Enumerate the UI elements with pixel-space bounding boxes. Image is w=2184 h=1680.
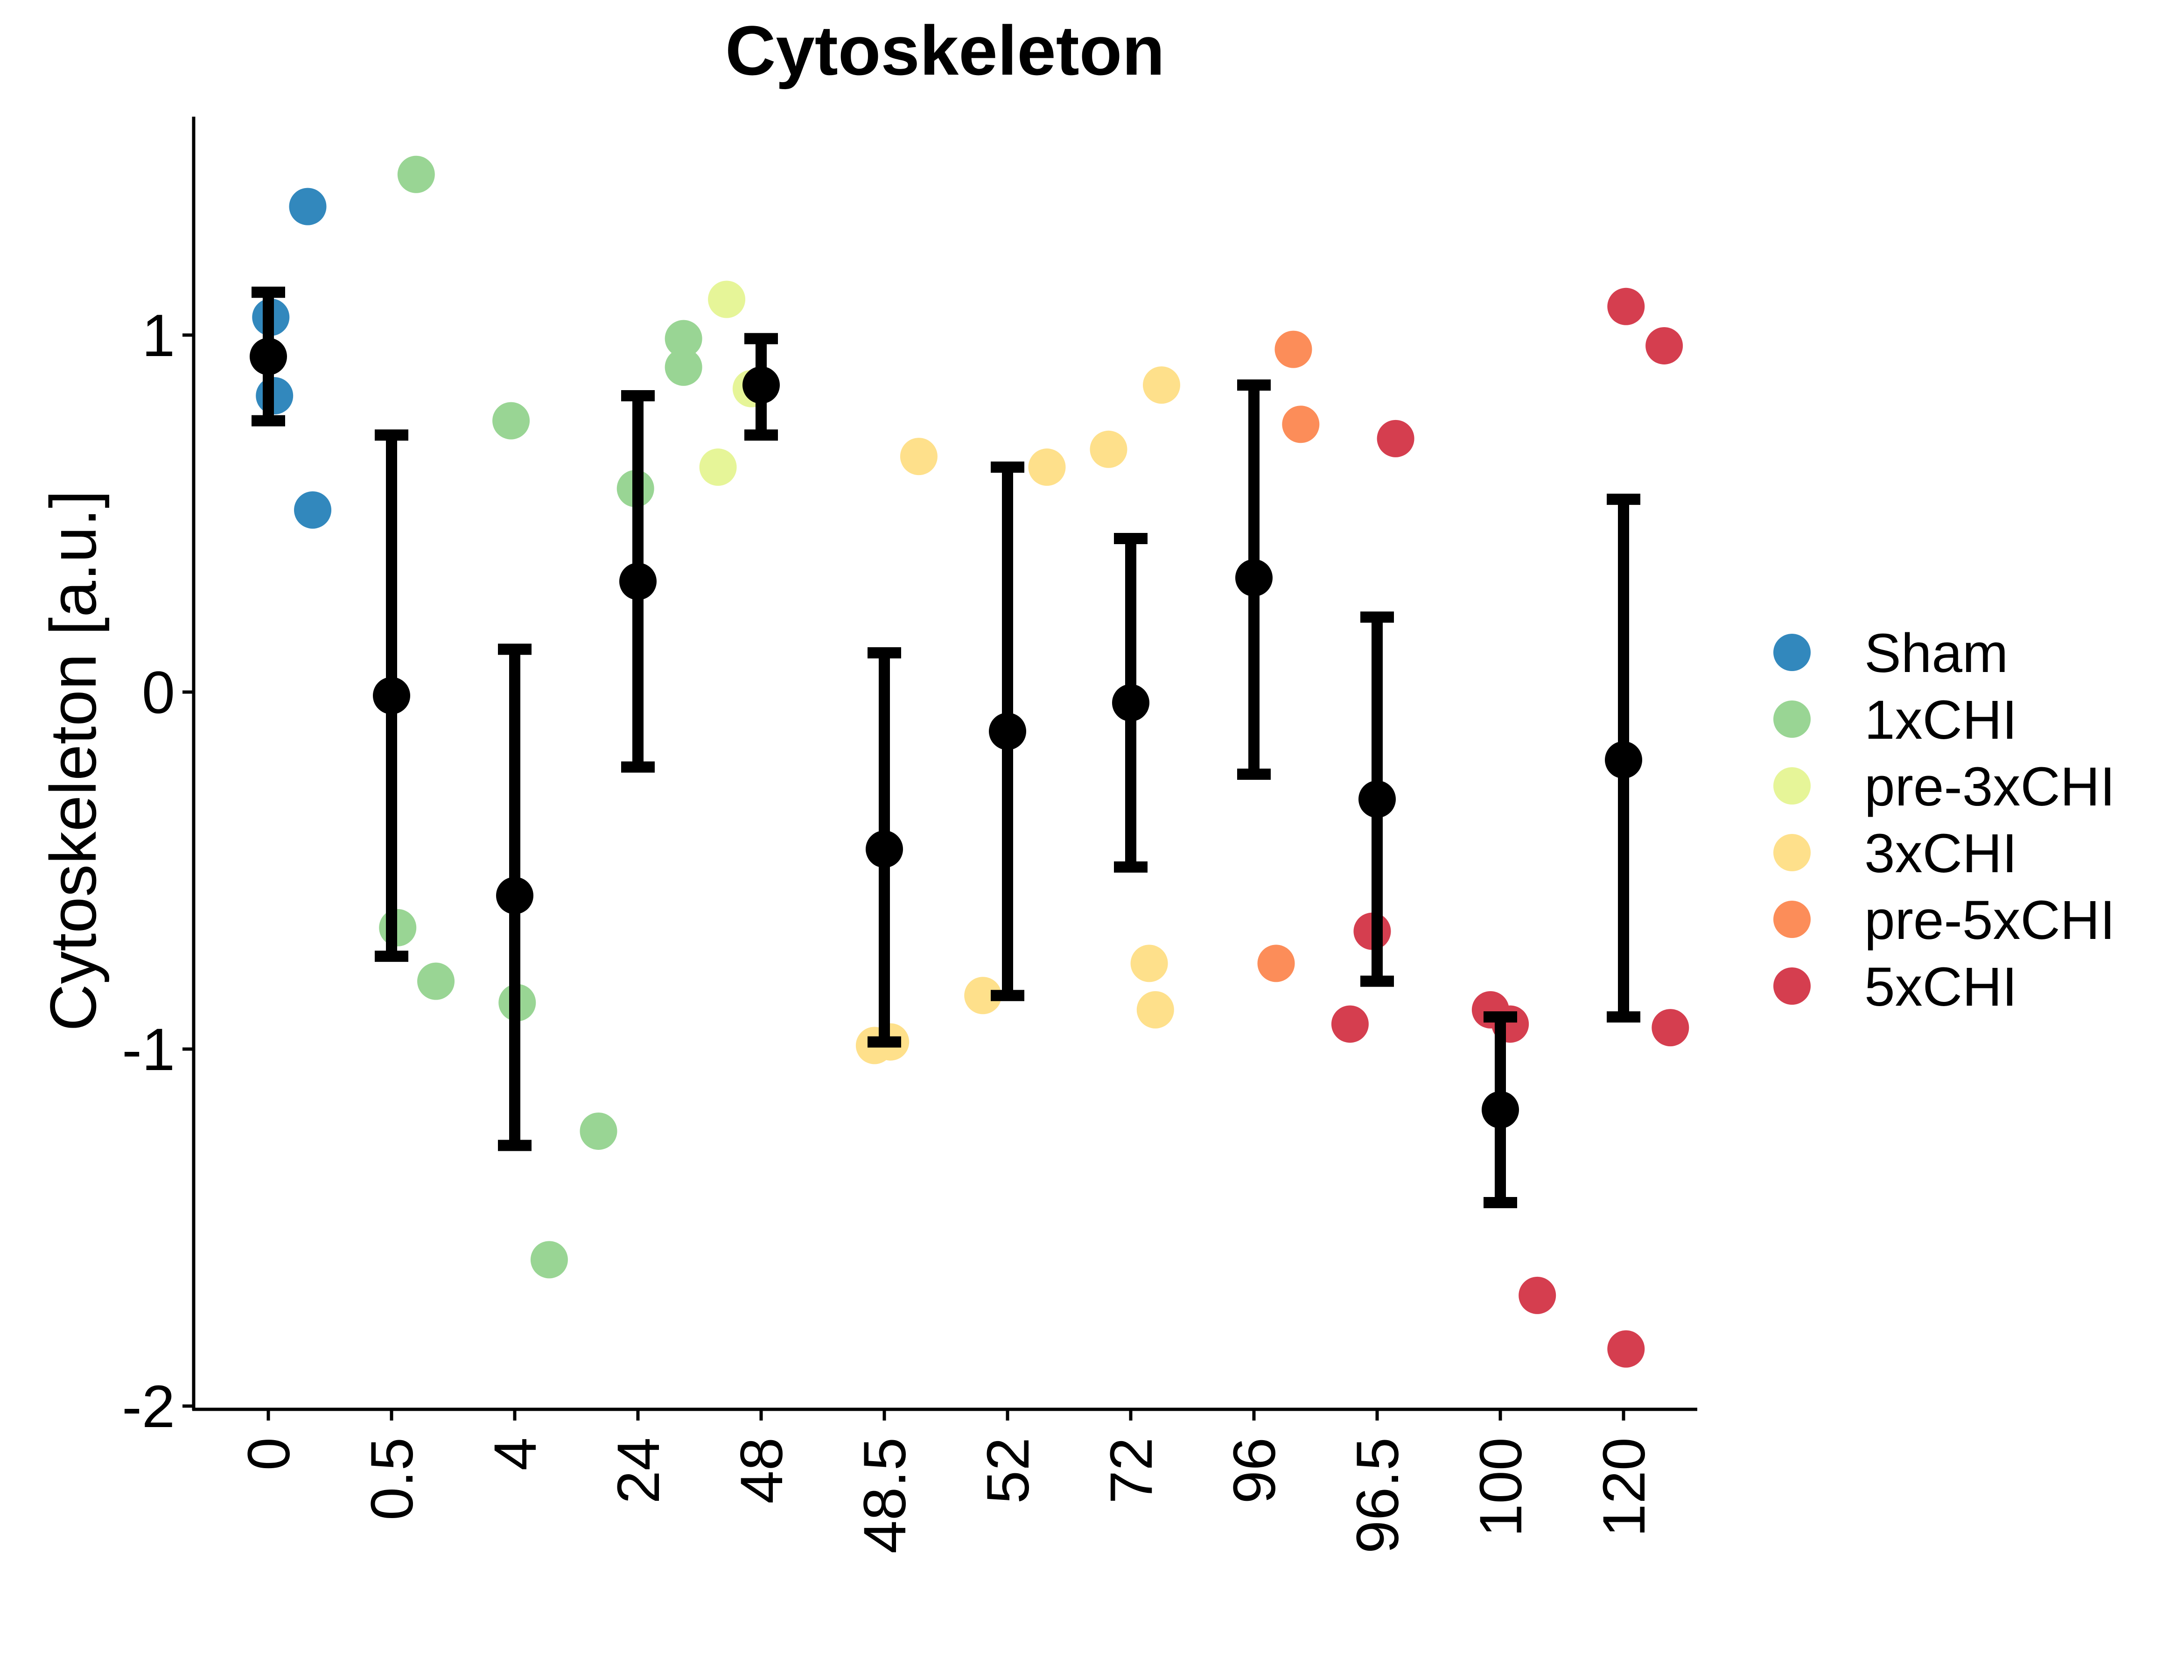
- mean-point: [989, 713, 1026, 750]
- mean-point: [250, 337, 287, 375]
- x-axis-ticks: 0 0.5 4 24 48 48.5 52 72 96 96.5 100 120: [236, 1409, 1658, 1554]
- data-points: [252, 155, 1689, 1368]
- data-point: [1519, 1276, 1556, 1314]
- mean-point: [1358, 780, 1396, 818]
- legend-label: pre-3xCHI: [1864, 756, 2115, 818]
- mean-point: [866, 830, 903, 868]
- data-point: [708, 280, 746, 318]
- data-point: [294, 491, 332, 529]
- legend-label: pre-5xCHI: [1864, 889, 2115, 951]
- legend-swatch: [1773, 967, 1811, 1005]
- legend-swatch: [1773, 700, 1811, 738]
- data-point: [1136, 991, 1174, 1029]
- x-tick-label: 96.5: [1344, 1437, 1411, 1554]
- data-point: [289, 188, 327, 225]
- data-point: [1652, 1009, 1689, 1047]
- x-tick-label: 72: [1098, 1437, 1165, 1504]
- data-point: [580, 1112, 617, 1150]
- data-point: [1282, 406, 1320, 443]
- mean-point: [742, 366, 780, 404]
- y-tick-label: 1: [142, 302, 175, 369]
- y-tick-label: -2: [122, 1373, 175, 1440]
- y-axis-label: Cytoskeleton [a.u.]: [36, 490, 110, 1031]
- x-tick-label: 96: [1221, 1437, 1288, 1504]
- data-point: [379, 909, 417, 946]
- data-point: [417, 962, 455, 1000]
- legend-swatch: [1773, 834, 1811, 871]
- data-point: [492, 402, 530, 440]
- legend-swatch: [1773, 901, 1811, 938]
- x-tick-label: 0.5: [359, 1437, 426, 1520]
- y-axis-ticks: -2 -1 0 1: [122, 302, 194, 1440]
- mean-point: [496, 877, 533, 915]
- data-point: [665, 320, 702, 357]
- mean-point: [619, 562, 657, 600]
- data-point: [1130, 945, 1168, 982]
- legend-label: 3xCHI: [1864, 823, 2017, 884]
- mean-point: [1605, 741, 1642, 779]
- x-tick-label: 100: [1468, 1437, 1534, 1537]
- x-tick-label: 4: [482, 1437, 549, 1470]
- data-point: [1028, 448, 1066, 486]
- legend-swatch: [1773, 767, 1811, 805]
- x-tick-label: 48.5: [852, 1437, 918, 1554]
- legend-label: Sham: [1864, 623, 2008, 684]
- data-point: [1645, 327, 1683, 364]
- chart-title: Cytoskeleton: [725, 11, 1165, 90]
- data-point: [1257, 945, 1295, 982]
- data-point: [1274, 330, 1312, 368]
- mean-point: [373, 677, 410, 714]
- data-point: [1607, 1330, 1645, 1368]
- data-point: [1143, 366, 1180, 404]
- x-tick-label: 52: [975, 1437, 1042, 1504]
- data-point: [397, 155, 435, 193]
- x-tick-label: 48: [728, 1437, 795, 1504]
- data-point: [964, 977, 1002, 1015]
- data-point: [530, 1241, 568, 1279]
- data-point: [1331, 1005, 1369, 1043]
- legend-label: 1xCHI: [1864, 689, 2017, 751]
- legend-swatch: [1773, 634, 1811, 671]
- y-tick-label: 0: [142, 659, 175, 726]
- mean-point: [1112, 684, 1149, 721]
- y-tick-label: -1: [122, 1016, 175, 1083]
- data-point: [665, 348, 702, 386]
- data-point: [1377, 420, 1414, 457]
- x-tick-label: 0: [236, 1437, 302, 1470]
- x-tick-label: 120: [1591, 1437, 1658, 1537]
- x-tick-label: 24: [605, 1437, 672, 1504]
- mean-point: [1235, 559, 1273, 597]
- summary-markers: [250, 287, 1642, 1208]
- data-point: [1090, 430, 1127, 468]
- mean-point: [1482, 1091, 1519, 1129]
- data-point: [699, 448, 737, 486]
- data-point: [900, 438, 938, 476]
- legend-label: 5xCHI: [1864, 956, 2017, 1018]
- data-point: [1607, 287, 1645, 325]
- data-point: [256, 377, 294, 415]
